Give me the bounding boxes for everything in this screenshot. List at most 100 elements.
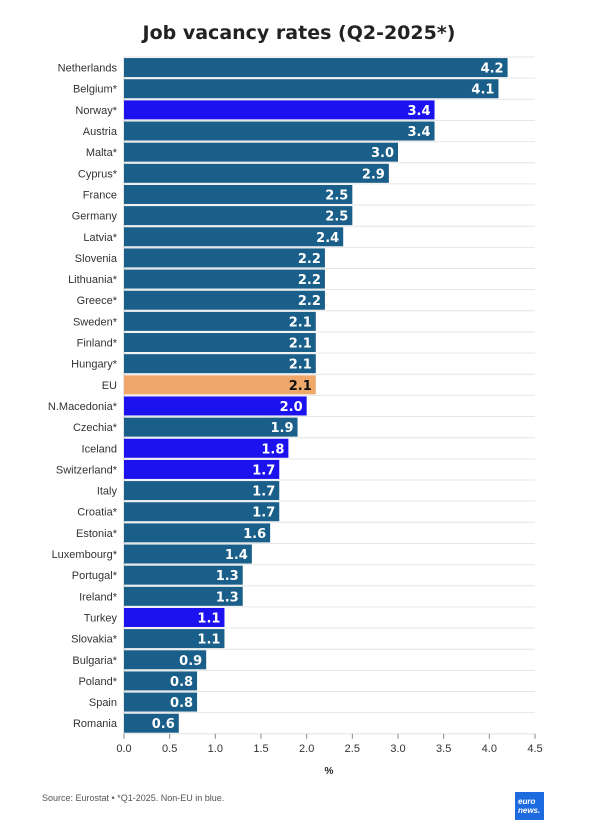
bar <box>124 459 280 479</box>
value-label: 1.3 <box>216 590 239 605</box>
category-label: Bulgaria* <box>72 655 117 667</box>
value-label: 4.2 <box>481 62 504 77</box>
bar <box>124 290 325 310</box>
value-label: 0.6 <box>152 717 175 732</box>
bar <box>124 438 289 458</box>
value-label: 0.9 <box>179 654 202 669</box>
category-label: Turkey <box>84 612 118 624</box>
bar <box>124 671 198 691</box>
bar <box>124 227 344 247</box>
category-label: Austria <box>83 126 118 138</box>
category-label: EU <box>102 380 117 392</box>
value-label: 1.7 <box>252 463 275 478</box>
value-label: 2.1 <box>289 379 312 394</box>
value-label: 1.6 <box>243 527 266 542</box>
value-label: 2.1 <box>289 337 312 352</box>
category-label: Switzerland* <box>56 464 118 476</box>
bar <box>124 184 353 204</box>
category-label: Portugal* <box>72 570 118 582</box>
bar <box>124 121 435 141</box>
category-label: Romania <box>73 718 118 730</box>
category-label: Slovakia* <box>71 634 118 646</box>
category-label: N.Macedonia* <box>48 401 118 413</box>
bar <box>124 565 243 585</box>
bar <box>124 692 198 712</box>
x-tick-label: 1.0 <box>208 743 223 755</box>
category-label: Cyprus* <box>78 168 118 180</box>
category-label: Malta* <box>86 147 118 159</box>
category-label: Sweden* <box>73 316 118 328</box>
category-label: Italy <box>97 486 118 498</box>
value-label: 1.8 <box>261 442 284 457</box>
logo-line-1: euro <box>518 797 536 806</box>
value-label: 1.7 <box>252 506 275 521</box>
value-label: 2.0 <box>280 400 303 415</box>
bar <box>124 354 316 374</box>
bar <box>124 417 298 437</box>
bar-chart: Netherlands Belgium* Norway* Austria Malta* C… <box>48 56 543 777</box>
value-label: 2.5 <box>325 210 348 225</box>
category-label: Croatia* <box>77 507 117 519</box>
bar <box>124 607 225 627</box>
value-label: 1.3 <box>216 569 239 584</box>
bar <box>124 502 280 522</box>
category-label: Latvia* <box>83 232 117 244</box>
bar <box>124 79 499 99</box>
bar <box>124 544 252 564</box>
logo-line-2: news. <box>518 806 541 815</box>
x-tick-label: 1.5 <box>253 743 268 755</box>
category-label: Belgium* <box>73 84 118 96</box>
bar <box>124 375 316 395</box>
bar <box>124 713 179 733</box>
x-tick-label: 0.5 <box>162 743 177 755</box>
gridlines <box>123 56 535 735</box>
category-label: Finland* <box>77 338 118 350</box>
value-label: 3.4 <box>408 125 431 140</box>
bar <box>124 396 307 416</box>
value-label: 3.0 <box>371 146 394 161</box>
value-label: 0.8 <box>170 696 193 711</box>
bar <box>124 650 207 670</box>
value-label: 1.9 <box>271 421 294 436</box>
category-label: Norway* <box>75 105 117 117</box>
x-axis-ticks: 0.0 0.5 1.0 1.5 2.0 2.5 3.0 3.5 4.0 4.5 <box>116 733 543 755</box>
chart-title: Job vacancy rates (Q2-2025*) <box>142 22 456 44</box>
value-label: 0.8 <box>170 675 193 690</box>
category-label: Iceland <box>82 443 117 455</box>
value-label: 2.5 <box>325 188 348 203</box>
value-label: 2.1 <box>289 358 312 373</box>
source-note: Source: Eurostat • *Q1-2025. Non-EU in b… <box>42 793 225 803</box>
category-label: Estonia* <box>76 528 118 540</box>
bars <box>124 58 508 733</box>
bar <box>124 269 325 289</box>
value-label: 2.2 <box>298 252 321 267</box>
value-label: 1.7 <box>252 485 275 500</box>
bar <box>124 586 243 606</box>
bar <box>124 333 316 353</box>
category-label: Ireland* <box>79 591 118 603</box>
bar <box>124 142 398 162</box>
bar <box>124 311 316 331</box>
x-tick-label: 4.5 <box>527 743 542 755</box>
category-labels: Netherlands Belgium* Norway* Austria Malta* C… <box>48 63 118 731</box>
category-label: Lithuania* <box>68 274 118 286</box>
category-label: Netherlands <box>58 63 118 75</box>
x-tick-label: 3.5 <box>436 743 451 755</box>
category-label: France <box>83 189 117 201</box>
value-label: 1.1 <box>197 633 220 648</box>
x-axis-label: % <box>325 766 334 777</box>
category-label: Czechia* <box>73 422 118 434</box>
bar <box>124 58 508 78</box>
category-label: Luxembourg* <box>52 549 118 561</box>
bar <box>124 523 271 543</box>
bar <box>124 248 325 268</box>
category-label: Germany <box>72 211 118 223</box>
euronews-logo: euro news. <box>515 792 544 820</box>
category-label: Hungary* <box>71 359 118 371</box>
x-tick-label: 2.5 <box>345 743 360 755</box>
bar <box>124 629 225 649</box>
value-label: 1.1 <box>197 611 220 626</box>
value-label: 4.1 <box>471 83 494 98</box>
bar <box>124 481 280 501</box>
x-tick-label: 4.0 <box>482 743 497 755</box>
